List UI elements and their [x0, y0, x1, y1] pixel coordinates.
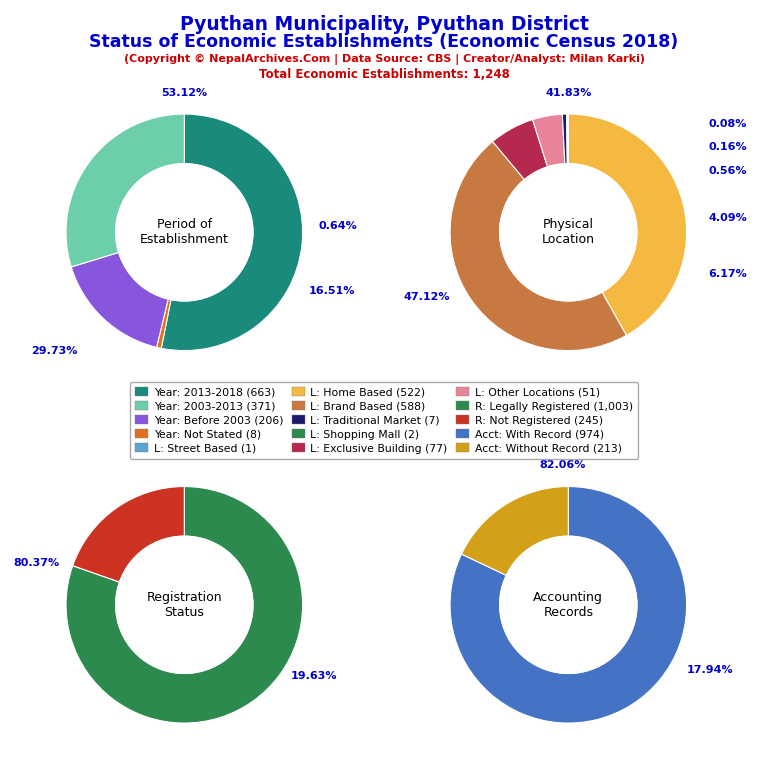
Text: 0.16%: 0.16% [709, 142, 747, 152]
Circle shape [500, 536, 637, 674]
Text: 29.73%: 29.73% [31, 346, 78, 356]
Wedge shape [157, 299, 171, 349]
Text: 82.06%: 82.06% [539, 460, 585, 470]
Circle shape [116, 164, 253, 301]
Circle shape [116, 536, 253, 674]
Text: 4.09%: 4.09% [709, 214, 747, 223]
Text: 19.63%: 19.63% [291, 670, 338, 680]
Wedge shape [66, 114, 184, 267]
Text: 0.08%: 0.08% [709, 118, 747, 128]
Wedge shape [492, 120, 548, 180]
Text: 47.12%: 47.12% [403, 293, 449, 303]
Text: Status of Economic Establishments (Economic Census 2018): Status of Economic Establishments (Econo… [89, 33, 679, 51]
Text: Total Economic Establishments: 1,248: Total Economic Establishments: 1,248 [259, 68, 509, 81]
Text: Accounting
Records: Accounting Records [534, 591, 603, 619]
Text: 53.12%: 53.12% [161, 88, 207, 98]
Wedge shape [562, 114, 568, 164]
Text: Period of
Establishment: Period of Establishment [140, 218, 229, 247]
Wedge shape [532, 114, 565, 167]
Text: 80.37%: 80.37% [13, 558, 60, 568]
Wedge shape [450, 141, 627, 350]
Wedge shape [71, 253, 168, 347]
Wedge shape [66, 487, 303, 723]
Legend: Year: 2013-2018 (663), Year: 2003-2013 (371), Year: Before 2003 (206), Year: Not: Year: 2013-2018 (663), Year: 2003-2013 (… [130, 382, 638, 459]
Text: 16.51%: 16.51% [309, 286, 356, 296]
Text: 6.17%: 6.17% [709, 269, 747, 279]
Circle shape [500, 164, 637, 301]
Wedge shape [462, 487, 568, 575]
Text: 41.83%: 41.83% [545, 88, 591, 98]
Wedge shape [161, 114, 303, 350]
Text: 17.94%: 17.94% [687, 665, 733, 675]
Wedge shape [567, 114, 568, 164]
Text: Pyuthan Municipality, Pyuthan District: Pyuthan Municipality, Pyuthan District [180, 15, 588, 35]
Wedge shape [568, 114, 687, 336]
Wedge shape [450, 487, 687, 723]
Wedge shape [73, 487, 184, 582]
Text: Physical
Location: Physical Location [541, 218, 595, 247]
Text: Registration
Status: Registration Status [147, 591, 222, 619]
Text: 0.64%: 0.64% [319, 221, 357, 231]
Text: (Copyright © NepalArchives.Com | Data Source: CBS | Creator/Analyst: Milan Karki: (Copyright © NepalArchives.Com | Data So… [124, 54, 644, 65]
Text: 0.56%: 0.56% [709, 166, 747, 176]
